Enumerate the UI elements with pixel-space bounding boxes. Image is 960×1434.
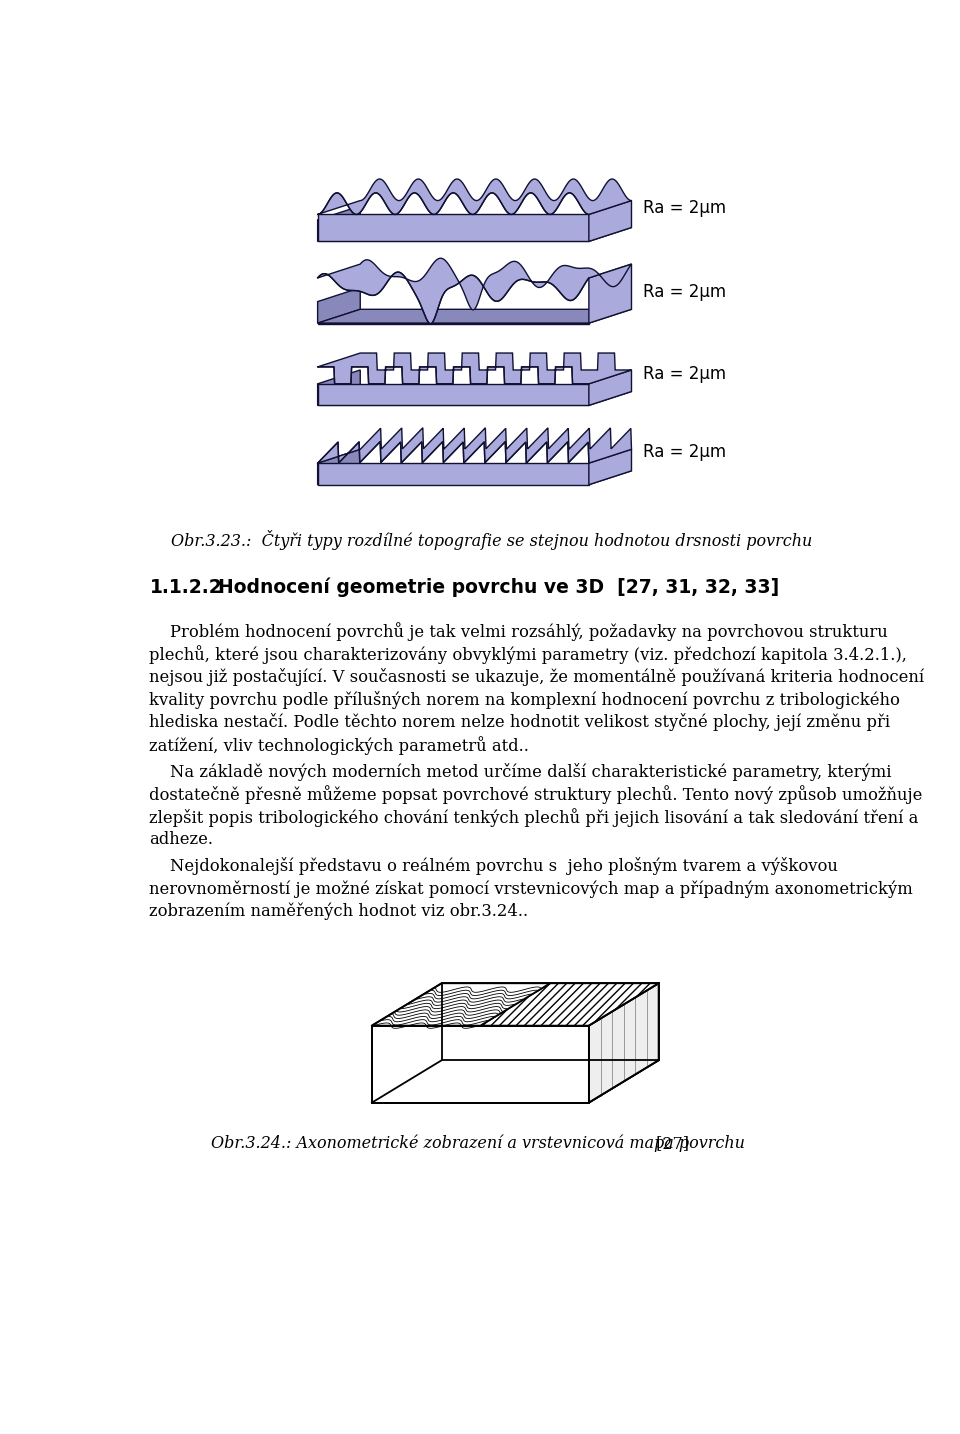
Text: Problém hodnocení povrchů je tak velmi rozsáhlý, požadavky na povrchovou struktu: Problém hodnocení povrchů je tak velmi r… (150, 622, 888, 641)
Polygon shape (588, 264, 632, 323)
Text: adheze.: adheze. (150, 830, 213, 847)
Polygon shape (480, 984, 659, 1025)
Polygon shape (318, 427, 632, 463)
Text: [27]: [27] (651, 1134, 689, 1152)
Text: Hodnocení geometrie povrchu ve 3D  [27, 31, 32, 33]: Hodnocení geometrie povrchu ve 3D [27, 3… (205, 578, 780, 598)
Polygon shape (318, 470, 632, 485)
Polygon shape (318, 228, 632, 241)
Text: Obr.3.23.:  Čtyři typy rozdílné topografie se stejnou hodnotou drsnosti povrchu: Obr.3.23.: Čtyři typy rozdílné topografi… (172, 531, 812, 551)
Polygon shape (318, 288, 360, 323)
Polygon shape (475, 1077, 493, 1090)
Text: nejsou již postačující. V současnosti se ukazuje, že momentálně používaná kriter: nejsou již postačující. V současnosti se… (150, 668, 924, 685)
Text: hlediska nestačí. Podle těchto norem nelze hodnotit velikost styčné plochy, její: hlediska nestačí. Podle těchto norem nel… (150, 713, 891, 731)
Text: Nejdokonalejší představu o reálném povrchu s  jeho plošným tvarem a výškovou: Nejdokonalejší představu o reálném povrc… (150, 858, 838, 875)
Polygon shape (318, 370, 360, 406)
Polygon shape (318, 391, 632, 406)
Polygon shape (318, 463, 588, 485)
Polygon shape (318, 179, 632, 215)
Polygon shape (372, 1025, 588, 1103)
Polygon shape (318, 384, 588, 406)
Text: zlepšit popis tribologického chování tenkých plechů při jejich lisování a tak sl: zlepšit popis tribologického chování ten… (150, 809, 919, 827)
Text: zatížení, vliv technologických parametrů atd..: zatížení, vliv technologických parametrů… (150, 736, 529, 756)
Text: Na základě nových moderních metod určíme další charakteristické parametry, který: Na základě nových moderních metod určíme… (150, 763, 892, 780)
Text: Ra = 2μm: Ra = 2μm (643, 443, 727, 462)
Text: Ra = 2μm: Ra = 2μm (643, 282, 727, 301)
Polygon shape (318, 215, 588, 241)
Polygon shape (318, 353, 632, 384)
Polygon shape (588, 370, 632, 406)
Text: Ra = 2μm: Ra = 2μm (643, 364, 727, 383)
Text: dostatečně přesně můžeme popsat povrchové struktury plechů. Tento nový způsob um: dostatečně přesně můžeme popsat povrchov… (150, 786, 923, 804)
Polygon shape (318, 449, 360, 485)
Text: kvality povrchu podle přílušných norem na komplexní hodnocení povrchu z tribolog: kvality povrchu podle přílušných norem n… (150, 691, 900, 708)
Polygon shape (318, 258, 632, 324)
Text: zobrazením naměřených hodnot viz obr.3.24..: zobrazením naměřených hodnot viz obr.3.2… (150, 903, 529, 921)
Polygon shape (318, 206, 360, 241)
Polygon shape (372, 984, 550, 1025)
Text: Ra = 2μm: Ra = 2μm (643, 199, 727, 217)
Polygon shape (588, 984, 659, 1103)
Polygon shape (588, 201, 632, 241)
Text: Obr.3.24.: Axonometrické zobrazení a vrstevnicová mapa povrchu: Obr.3.24.: Axonometrické zobrazení a vrs… (211, 1134, 745, 1153)
Text: nerovnoměrností je možné získat pomocí vrstevnicových map a případným axonometri: nerovnoměrností je možné získat pomocí v… (150, 880, 913, 898)
Polygon shape (588, 449, 632, 485)
Text: 1.1.2.2: 1.1.2.2 (150, 578, 222, 597)
Text: plechů, které jsou charakterizovány obvyklými parametry (viz. předchozí kapitola: plechů, které jsou charakterizovány obvy… (150, 645, 907, 664)
Polygon shape (372, 1060, 659, 1103)
Polygon shape (318, 310, 632, 323)
